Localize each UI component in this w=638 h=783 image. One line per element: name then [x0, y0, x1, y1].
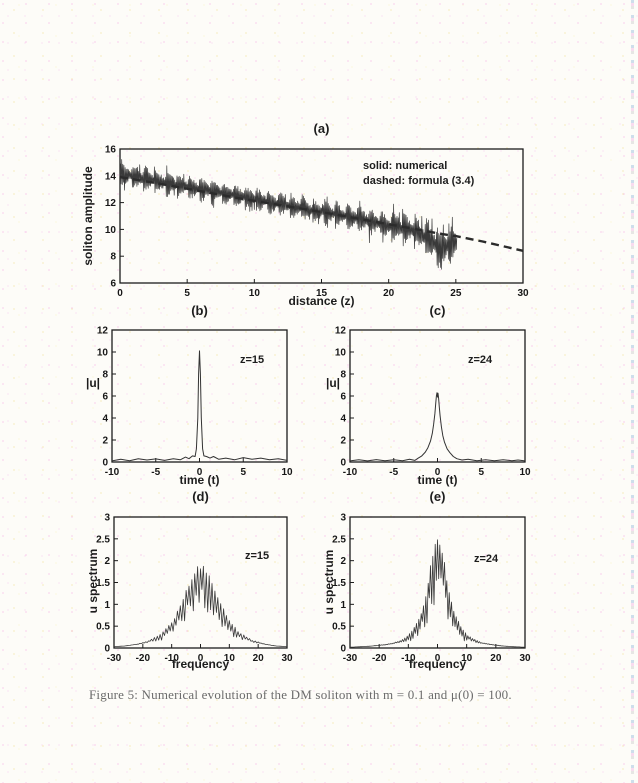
y-tick-label: 14 [105, 171, 117, 182]
x-tick-label: 20 [383, 288, 395, 299]
panel-a-legend-solid: solid: numerical [363, 160, 448, 172]
x-tick-label: -5 [389, 467, 398, 478]
panel-b-xlabel: time (t) [179, 473, 220, 487]
y-tick-label: 10 [97, 348, 109, 359]
y-tick-label: 1 [104, 600, 110, 611]
axis-box [113, 516, 288, 649]
x-tick-label: -30 [107, 653, 122, 664]
y-tick-label: 0 [340, 644, 346, 655]
x-tick-label: 10 [224, 653, 236, 664]
y-tick-label: 0 [340, 458, 346, 469]
panel-a-ylabel: soliton amplitude [81, 166, 95, 266]
y-tick-label: 8 [340, 370, 346, 381]
x-tick-label: 5 [478, 467, 484, 478]
panel-d-ylabel: u spectrum [86, 548, 100, 614]
panel-d-annotation: z=15 [245, 550, 270, 562]
x-tick-label: -10 [105, 467, 120, 478]
x-tick-label: -20 [136, 653, 151, 664]
x-tick-label: 10 [281, 467, 293, 478]
y-tick-label: 4 [102, 414, 108, 425]
y-tick-label: 0 [104, 644, 110, 655]
x-tick-label: 30 [517, 288, 529, 299]
x-tick-label: 0 [117, 288, 123, 299]
panel-e-annotation: z=24 [474, 553, 499, 565]
x-tick-label: -10 [164, 653, 179, 664]
x-tick-label: -10 [343, 467, 358, 478]
x-tick-label: 30 [519, 653, 531, 664]
y-tick-label: 6 [110, 279, 116, 290]
y-tick-label: 12 [335, 326, 347, 337]
x-tick-label: 10 [461, 653, 473, 664]
panel-d-xlabel: frequency [171, 657, 230, 671]
panel-c-title: (c) [429, 303, 446, 318]
panel-a-title: (a) [313, 121, 330, 136]
axis-box [119, 148, 524, 284]
y-tick-label: 2 [340, 556, 346, 567]
x-tick-label: 5 [184, 288, 190, 299]
y-tick-label: 8 [110, 252, 116, 263]
series-spectrum-z15 [113, 565, 288, 648]
panel-d-title: (d) [192, 489, 209, 504]
y-tick-label: 4 [340, 414, 346, 425]
series-formula-3.4 [119, 175, 524, 252]
axis-box [111, 329, 288, 463]
panel-a-legend-dashed: dashed: formula (3.4) [363, 175, 475, 187]
y-tick-label: 2 [104, 556, 110, 567]
y-tick-label: 0.5 [332, 622, 346, 633]
panel-b-title: (b) [191, 303, 208, 318]
series-spectrum-z24 [349, 539, 526, 648]
y-tick-label: 3 [340, 513, 346, 524]
panel-a-xlabel: distance (z) [288, 294, 355, 308]
scan-edge-artifact [631, 0, 634, 783]
panel-b-annotation: z=15 [240, 354, 265, 366]
panel-e-title: (e) [429, 489, 446, 504]
figure-caption: Figure 5: Numerical evolution of the DM … [89, 687, 512, 702]
x-tick-label: 5 [240, 467, 246, 478]
x-tick-label: 10 [249, 288, 261, 299]
x-tick-label: -30 [343, 653, 358, 664]
y-tick-label: 8 [102, 370, 108, 381]
x-tick-label: 30 [281, 653, 293, 664]
x-tick-label: -10 [401, 653, 416, 664]
y-tick-label: 6 [102, 392, 108, 403]
y-tick-label: 2.5 [332, 534, 346, 545]
series-pulse-z15 [111, 350, 288, 462]
x-tick-label: -5 [151, 467, 160, 478]
panel-b-ylabel: |u| [85, 376, 101, 390]
x-tick-label: 25 [450, 288, 462, 299]
series-pulse-z24 [349, 392, 526, 462]
y-tick-label: 0.5 [96, 622, 110, 633]
y-tick-label: 10 [105, 225, 117, 236]
panel-e-xlabel: frequency [408, 657, 467, 671]
x-tick-label: 10 [519, 467, 531, 478]
x-tick-label: 0 [198, 653, 204, 664]
y-tick-label: 2.5 [96, 534, 110, 545]
x-tick-label: 15 [316, 288, 328, 299]
x-tick-label: 0 [197, 467, 203, 478]
y-tick-label: 2 [102, 436, 108, 447]
y-tick-label: 1 [340, 600, 346, 611]
y-tick-label: 1.5 [96, 578, 110, 589]
y-tick-label: 12 [97, 326, 109, 337]
panel-e-ylabel: u spectrum [322, 549, 336, 615]
y-tick-label: 6 [340, 392, 346, 403]
x-tick-label: 0 [435, 653, 441, 664]
y-tick-label: 12 [105, 198, 117, 209]
y-tick-label: 3 [104, 513, 110, 524]
x-tick-label: 20 [253, 653, 265, 664]
y-tick-label: 16 [105, 145, 117, 156]
y-tick-label: 0 [102, 458, 108, 469]
y-tick-label: 1.5 [332, 578, 346, 589]
y-tick-label: 10 [335, 348, 347, 359]
x-tick-label: 20 [490, 653, 502, 664]
y-tick-label: 2 [340, 436, 346, 447]
x-tick-label: -20 [372, 653, 387, 664]
panel-c-annotation: z=24 [468, 354, 493, 366]
panel-c-ylabel: |u| [325, 376, 341, 390]
panel-c-xlabel: time (t) [417, 473, 458, 487]
axis-box [349, 516, 526, 649]
x-tick-label: 0 [435, 467, 441, 478]
